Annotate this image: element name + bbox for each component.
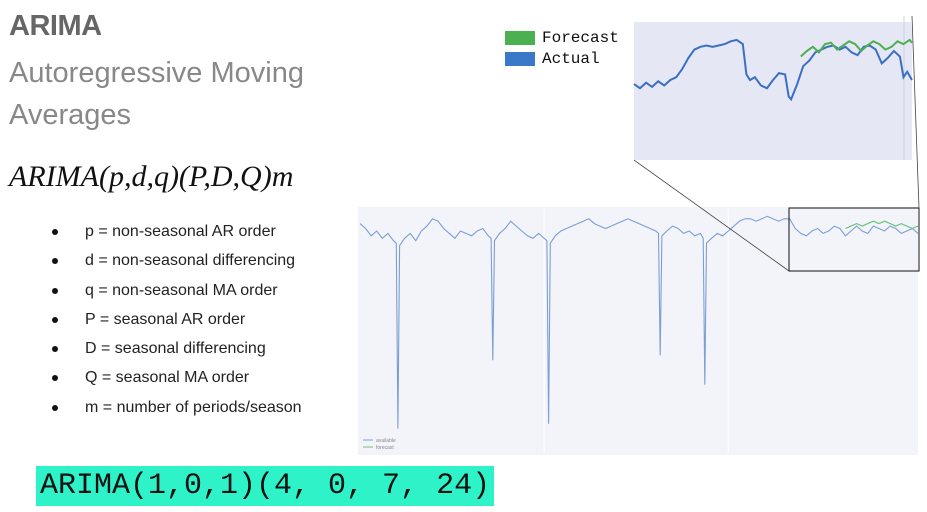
legend-swatch-actual bbox=[505, 51, 535, 66]
legend-label-forecast: Forecast bbox=[542, 28, 619, 47]
mini-legend-forecast-label: forecast bbox=[376, 445, 394, 451]
main-mini-legend: available forecast bbox=[363, 438, 396, 451]
zoom-connector-left bbox=[633, 159, 790, 272]
slide-title: ARIMA bbox=[9, 10, 102, 42]
zoom-window-frame bbox=[788, 207, 920, 272]
param-P: P = seasonal AR order bbox=[48, 308, 302, 337]
param-m: m = number of periods/season bbox=[48, 396, 302, 425]
slide-subtitle: Autoregressive Moving Averages bbox=[9, 57, 304, 131]
legend-item-forecast: Forecast bbox=[505, 27, 619, 48]
parameter-list: p = non-seasonal AR order d = non-season… bbox=[48, 220, 302, 425]
main-forecast-line bbox=[845, 220, 919, 230]
param-Q: Q = seasonal MA order bbox=[48, 366, 302, 395]
main-gridlines bbox=[543, 209, 729, 453]
legend-label-actual: Actual bbox=[542, 49, 600, 68]
param-D: D = seasonal differencing bbox=[48, 337, 302, 366]
main-plot-background bbox=[358, 207, 918, 455]
main-actual-line bbox=[359, 215, 919, 429]
arima-formula: ARIMA(p,d,q)(P,D,Q)m bbox=[9, 160, 294, 193]
legend-swatch-forecast bbox=[505, 30, 535, 45]
model-specification: ARIMA(1,0,1)(4, 0, 7, 24) bbox=[36, 466, 495, 506]
zoom-forecast-line bbox=[800, 38, 913, 58]
param-q: q = non-seasonal MA order bbox=[48, 279, 302, 308]
param-d: d = non-seasonal differencing bbox=[48, 249, 302, 278]
legend-item-actual: Actual bbox=[505, 48, 619, 69]
mini-legend-available-label: available bbox=[376, 438, 396, 444]
zoom-legend: Forecast Actual bbox=[505, 27, 619, 69]
zoom-connector-right bbox=[911, 15, 920, 209]
param-p: p = non-seasonal AR order bbox=[48, 220, 302, 249]
zoom-plot-background bbox=[634, 22, 912, 160]
